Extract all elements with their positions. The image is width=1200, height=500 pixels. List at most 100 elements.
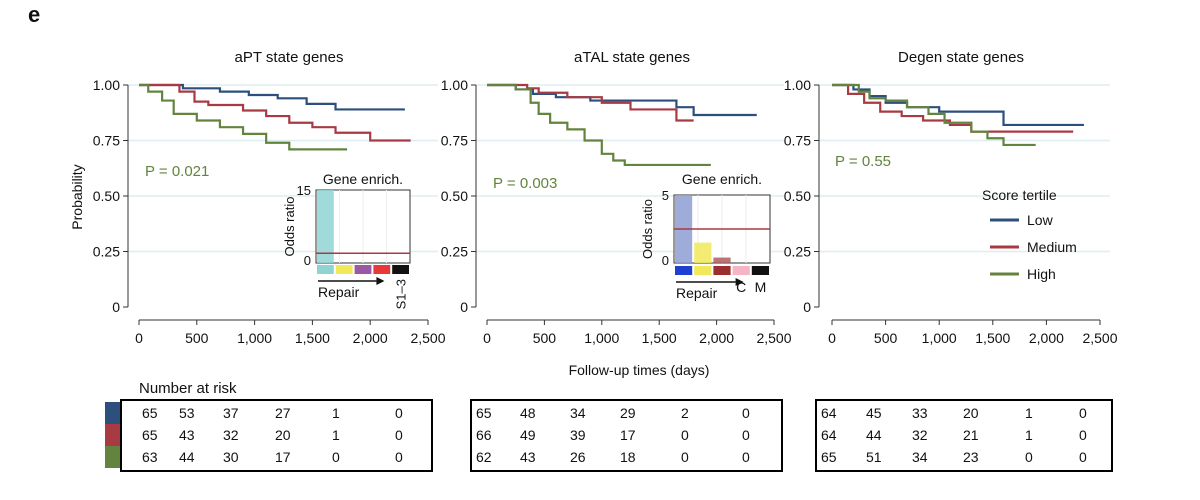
- inset-y-tick-label: 5: [662, 188, 669, 203]
- risk-row-low: 64 45 33 20 1 0: [817, 402, 1111, 424]
- legend-label-high: High: [1027, 266, 1056, 282]
- x-tick-label: 1,500: [975, 330, 1010, 346]
- risk-cell: 32: [223, 427, 239, 443]
- inset-category-swatch: [713, 266, 731, 275]
- inset-bar: [694, 242, 712, 263]
- inset-x-label: Repair: [318, 284, 360, 300]
- km-curve-low: [139, 83, 405, 111]
- legend-label-low: Low: [1027, 212, 1054, 228]
- risk-swatch-low: [105, 402, 120, 424]
- risk-cell: 34: [912, 449, 928, 465]
- risk-cell: 34: [570, 405, 586, 421]
- x-tick-label: 0: [483, 330, 491, 346]
- risk-cell: 39: [570, 427, 586, 443]
- risk-swatch-medium: [105, 424, 120, 446]
- inset-category-swatch: [335, 265, 353, 274]
- x-tick-label: 2,000: [353, 330, 388, 346]
- x-tick-label: 2,500: [410, 330, 445, 346]
- risk-table-apt: 65 53 37 27 1 0 65 43 32 20 1 0 63 44 30 17 0 0: [120, 399, 433, 472]
- repair-arrowhead: [735, 278, 744, 286]
- risk-row-high: 62 43 26 18 0 0: [472, 446, 781, 468]
- x-tick-label: 2,500: [756, 330, 791, 346]
- panel-title: Degen state genes: [898, 49, 1024, 66]
- risk-cell: 0: [681, 427, 689, 443]
- km-curve-low: [832, 83, 1084, 127]
- inset-end-label: C: [736, 279, 746, 295]
- risk-row-medium: 66 49 39 17 0 0: [472, 424, 781, 446]
- x-tick-label: 2,000: [699, 330, 734, 346]
- y-tick-label: 0.75: [441, 133, 468, 149]
- risk-row-high: 63 44 30 17 0 0: [122, 446, 431, 468]
- repair-arrowhead: [376, 277, 385, 285]
- x-tick-label: 2,000: [1029, 330, 1064, 346]
- km-curve-high: [139, 83, 348, 151]
- risk-cell: 32: [912, 427, 928, 443]
- p-value: P = 0.55: [835, 153, 891, 170]
- x-tick-label: 1,000: [584, 330, 619, 346]
- inset-end-label: S1–3: [394, 279, 409, 309]
- y-tick-label: 1.00: [784, 77, 811, 93]
- x-tick-label: 2,500: [1082, 330, 1117, 346]
- risk-cell: 0: [395, 449, 403, 465]
- risk-row-medium: 64 44 32 21 1 0: [817, 424, 1111, 446]
- risk-cell: 44: [866, 427, 882, 443]
- risk-swatch-high: [105, 446, 120, 468]
- x-tick-label: 1,500: [295, 330, 330, 346]
- x-tick-label: 0: [135, 330, 143, 346]
- risk-cell: 65: [142, 427, 158, 443]
- p-value: P = 0.003: [493, 175, 557, 192]
- risk-cell: 0: [742, 449, 750, 465]
- risk-table-atal: 65 48 34 29 2 0 66 49 39 17 0 0 62 43 26 18 0 0: [470, 399, 783, 472]
- risk-cell: 65: [476, 405, 492, 421]
- risk-cell: 64: [821, 427, 837, 443]
- y-tick-label: 0.50: [441, 188, 468, 204]
- inset-bar: [713, 257, 731, 263]
- inset-y-tick-label: 0: [662, 253, 669, 268]
- inset-bar: [317, 190, 334, 263]
- risk-row-low: 65 48 34 29 2 0: [472, 402, 781, 424]
- risk-cell: 44: [179, 449, 195, 465]
- inset-x-label: Repair: [676, 285, 718, 301]
- y-tick-label: 0: [112, 299, 120, 315]
- risk-cell: 51: [866, 449, 882, 465]
- panel-letter: e: [28, 2, 41, 27]
- risk-cell: 0: [1079, 427, 1087, 443]
- risk-cell: 0: [742, 427, 750, 443]
- km-curve-high: [832, 83, 1036, 147]
- risk-row-medium: 65 43 32 20 1 0: [122, 424, 431, 446]
- inset-category-swatch: [317, 265, 334, 274]
- risk-cell: 65: [142, 405, 158, 421]
- inset-title: Gene enrich.: [682, 171, 762, 187]
- risk-cell: 48: [520, 405, 536, 421]
- x-tick-label: 1,500: [642, 330, 677, 346]
- risk-cell: 0: [395, 405, 403, 421]
- y-tick-label: 0.25: [784, 244, 811, 260]
- inset-category-swatch: [675, 266, 693, 275]
- risk-cell: 0: [1079, 405, 1087, 421]
- risk-cell: 1: [332, 405, 340, 421]
- risk-cell: 45: [866, 405, 882, 421]
- risk-cell: 20: [275, 427, 291, 443]
- km-curve-medium: [832, 83, 1074, 133]
- risk-table-degen: 64 45 33 20 1 0 64 44 32 21 1 0 65 51 34 23 0 0: [815, 399, 1113, 472]
- inset-category-swatch: [732, 266, 750, 275]
- risk-cell: 64: [821, 405, 837, 421]
- km-curve-high: [487, 83, 711, 167]
- risk-cell: 17: [275, 449, 291, 465]
- risk-cell: 0: [332, 449, 340, 465]
- risk-cell: 0: [1025, 449, 1033, 465]
- risk-row-high: 65 51 34 23 0 0: [817, 446, 1111, 468]
- risk-cell: 29: [620, 405, 636, 421]
- risk-cell: 21: [963, 427, 979, 443]
- y-tick-label: 0.75: [784, 133, 811, 149]
- risk-cell: 0: [1079, 449, 1087, 465]
- x-tick-label: 500: [533, 330, 557, 346]
- inset-category-swatch: [373, 265, 391, 274]
- risk-cell: 63: [142, 449, 158, 465]
- risk-cell: 1: [1025, 427, 1033, 443]
- inset-end-label: M: [755, 279, 767, 295]
- risk-row-low: 65 53 37 27 1 0: [122, 402, 431, 424]
- inset-y-label: Odds ratio: [640, 199, 655, 259]
- x-axis-label: Follow-up times (days): [569, 362, 710, 378]
- risk-cell: 20: [963, 405, 979, 421]
